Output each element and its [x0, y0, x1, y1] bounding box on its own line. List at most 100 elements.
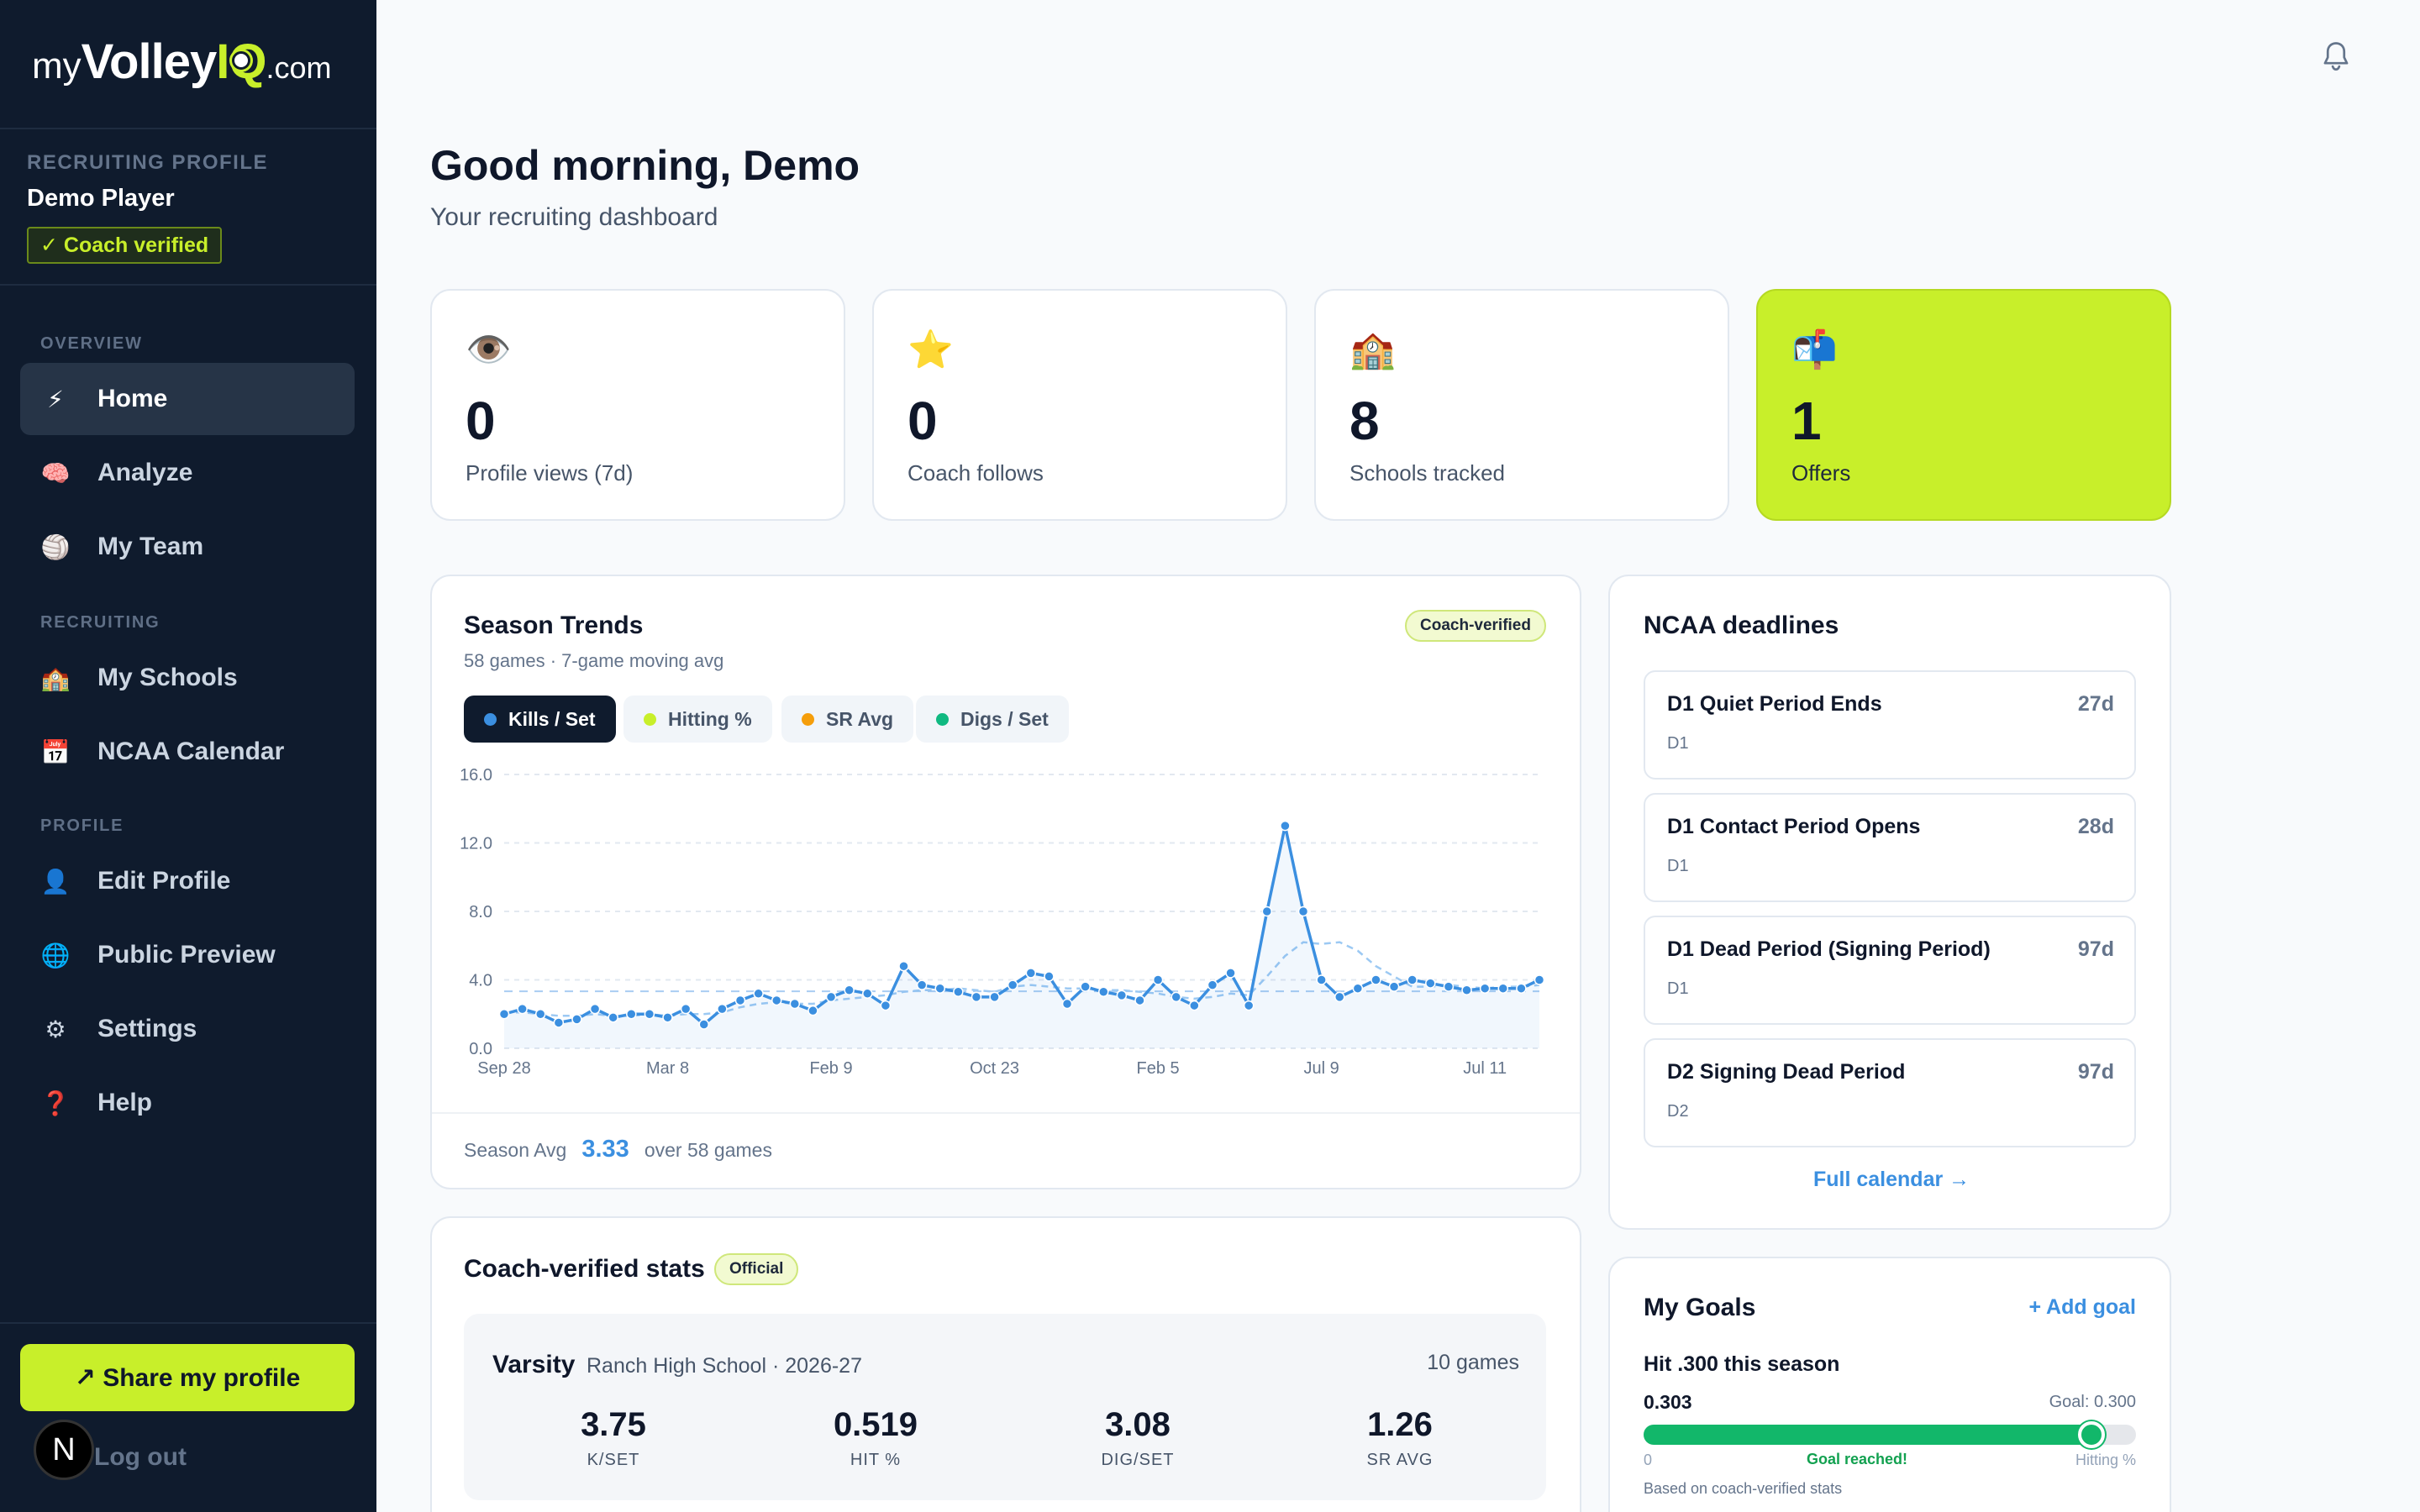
- tab-label: SR Avg: [826, 707, 894, 730]
- data-point: [1007, 979, 1018, 990]
- data-point: [680, 1003, 692, 1015]
- data-point: [534, 1009, 546, 1020]
- tab-kills-per-set[interactable]: Kills / Set: [464, 696, 616, 743]
- deadline-item[interactable]: D1 Dead Period (Signing Period) D1 97d: [1644, 916, 2136, 1025]
- tab-label: Hitting %: [668, 707, 752, 730]
- stat-value: 1.26: [1367, 1406, 1433, 1443]
- deadline-days: 27d: [2077, 692, 2114, 716]
- sidebar-item-settings[interactable]: ⚙ Settings: [20, 993, 355, 1065]
- my-goals-card: [1608, 1257, 2171, 1512]
- goal-progress-bar: [1644, 1421, 2136, 1448]
- deadline-name: D1 Contact Period Opens: [1667, 815, 1921, 838]
- data-point: [608, 1012, 618, 1023]
- data-point: [1207, 979, 1218, 990]
- stat-value: 3.08: [1105, 1406, 1171, 1443]
- stat-card-offers[interactable]: 📬 1 Offers: [1756, 289, 2171, 521]
- stat-value: 0: [908, 391, 938, 451]
- series-dot: [802, 712, 814, 726]
- x-tick-label: Mar 8: [646, 1059, 689, 1078]
- x-tick-label: Feb 5: [1137, 1059, 1180, 1078]
- full-calendar-link[interactable]: Full calendar →: [1813, 1168, 1970, 1191]
- coach-verified-pill: Coach-verified: [1405, 610, 1546, 642]
- eye-icon: 👁️: [466, 329, 512, 370]
- deadline-item[interactable]: D1 Contact Period Opens D1 28d: [1644, 793, 2136, 902]
- page-subtitle: Your recruiting dashboard: [430, 203, 718, 231]
- page-title: Good morning, Demo: [430, 142, 860, 189]
- sidebar-item-analyze[interactable]: 🧠 Analyze: [20, 437, 355, 509]
- goal-progress-fill: [1644, 1425, 2092, 1445]
- avatar[interactable]: N: [34, 1420, 94, 1480]
- data-point: [1497, 983, 1509, 994]
- tab-sr-avg[interactable]: SR Avg: [781, 696, 914, 743]
- section-label-profile: PROFILE: [40, 816, 124, 835]
- data-point: [1061, 998, 1073, 1010]
- moving-average-line: [504, 941, 1540, 1017]
- data-point: [789, 998, 801, 1010]
- stat-card-schools-tracked[interactable]: 🏫 8 Schools tracked: [1314, 289, 1729, 521]
- sidebar-item-my-schools[interactable]: 🏫 My Schools: [20, 642, 355, 714]
- lightning-icon: ⚡: [47, 386, 64, 412]
- card-divider: [432, 1112, 1580, 1114]
- section-label-recruiting: RECRUITING: [40, 613, 160, 632]
- gear-icon: ⚙: [45, 1016, 66, 1042]
- data-point: [1280, 820, 1291, 832]
- sidebar-item-label: Settings: [97, 1015, 197, 1042]
- data-point: [717, 1003, 728, 1015]
- profile-section-label: RECRUITING PROFILE: [27, 151, 269, 174]
- data-point: [1316, 974, 1327, 985]
- season-avg-suffix: over 58 games: [644, 1139, 772, 1161]
- official-pill: Official: [714, 1253, 799, 1285]
- deadline-item[interactable]: D2 Signing Dead Period D2 97d: [1644, 1038, 2136, 1147]
- sidebar-item-ncaa-calendar[interactable]: 📅 NCAA Calendar: [20, 716, 355, 788]
- data-point: [1534, 974, 1545, 985]
- tab-digs-per-set[interactable]: Digs / Set: [916, 696, 1069, 743]
- data-point: [1352, 983, 1364, 994]
- deadline-division: D1: [1667, 734, 1689, 753]
- sidebar-item-public-preview[interactable]: 🌐 Public Preview: [20, 919, 355, 991]
- sidebar-item-my-team[interactable]: 🏐 My Team: [20, 511, 355, 583]
- section-label-overview: OVERVIEW: [40, 334, 143, 353]
- tab-hitting-pct[interactable]: Hitting %: [623, 696, 772, 743]
- series-dot: [644, 712, 656, 726]
- sidebar-item-label: My Team: [97, 533, 204, 560]
- data-point: [517, 1003, 528, 1015]
- sidebar-divider: [0, 1322, 376, 1324]
- data-point: [1516, 983, 1527, 994]
- brand-logo[interactable]: my Volley IQ .com: [32, 34, 331, 94]
- data-point: [1461, 984, 1472, 995]
- data-point: [1134, 995, 1145, 1006]
- question-icon: ❓: [40, 1089, 71, 1116]
- stat-value: 0: [466, 391, 496, 451]
- sidebar-item-home[interactable]: ⚡ Home: [20, 363, 355, 435]
- profile-name: Demo Player: [27, 185, 175, 212]
- data-point: [734, 995, 746, 1006]
- stat-card-profile-views[interactable]: 👁️ 0 Profile views (7d): [430, 289, 845, 521]
- sidebar-item-edit-profile[interactable]: 👤 Edit Profile: [20, 845, 355, 917]
- logout-link[interactable]: Log out: [94, 1443, 187, 1471]
- my-goals-title: My Goals: [1644, 1294, 1756, 1321]
- deadline-item[interactable]: D1 Quiet Period Ends D1 27d: [1644, 670, 2136, 780]
- stat-value: 3.75: [581, 1406, 646, 1443]
- season-average: Season Avg 3.33 over 58 games: [464, 1136, 772, 1163]
- stat-sr-avg: 1.26 SR AVG: [1316, 1406, 1484, 1470]
- data-point: [971, 991, 982, 1003]
- data-point: [1388, 981, 1400, 992]
- school-season: Ranch High School · 2026-27: [587, 1354, 862, 1378]
- bell-icon[interactable]: [2321, 40, 2351, 74]
- stat-card-coach-follows[interactable]: ⭐ 0 Coach follows: [872, 289, 1287, 521]
- deadline-days: 97d: [2077, 937, 2114, 961]
- data-point: [825, 991, 837, 1003]
- globe-icon: 🌐: [40, 942, 71, 969]
- data-point: [1243, 1000, 1255, 1011]
- logo-my: my: [32, 45, 82, 87]
- stat-label: Offers: [1791, 460, 1851, 486]
- data-point: [753, 988, 764, 1000]
- data-point: [1334, 991, 1345, 1003]
- stat-digs-per-set: 3.08 DIG/SET: [1054, 1406, 1222, 1470]
- add-goal-button[interactable]: + Add goal: [2028, 1295, 2136, 1319]
- data-point: [1297, 906, 1309, 917]
- sidebar-item-help[interactable]: ❓ Help: [20, 1067, 355, 1139]
- season-avg-value: 3.33: [581, 1136, 629, 1163]
- stat-label: DIG/SET: [1101, 1451, 1175, 1469]
- share-profile-button[interactable]: ↗ Share my profile: [20, 1344, 355, 1411]
